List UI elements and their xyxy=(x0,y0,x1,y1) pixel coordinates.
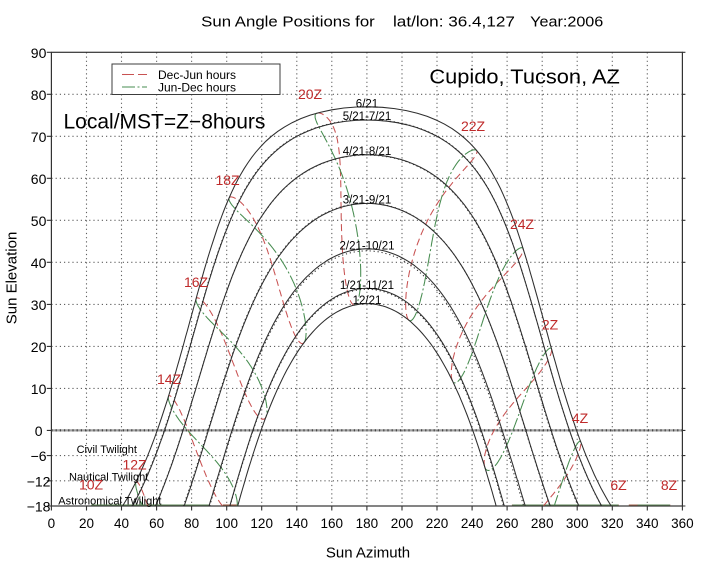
svg-text:14Z: 14Z xyxy=(157,371,182,387)
svg-text:140: 140 xyxy=(286,516,309,531)
svg-text:Jun-Dec hours: Jun-Dec hours xyxy=(158,81,236,95)
svg-text:6/21: 6/21 xyxy=(356,98,378,110)
svg-text:70: 70 xyxy=(31,129,47,145)
svg-text:Sun Azimuth: Sun Azimuth xyxy=(326,545,410,562)
svg-text:24Z: 24Z xyxy=(510,216,535,232)
svg-text:120: 120 xyxy=(250,516,273,531)
svg-text:360: 360 xyxy=(671,516,694,531)
svg-text:300: 300 xyxy=(566,516,589,531)
svg-text:4/21-8/21: 4/21-8/21 xyxy=(343,146,392,158)
svg-text:16Z: 16Z xyxy=(184,274,209,290)
svg-text:160: 160 xyxy=(321,516,344,531)
svg-text:220: 220 xyxy=(426,516,449,531)
svg-text:30: 30 xyxy=(31,297,47,313)
svg-text:60: 60 xyxy=(149,516,164,531)
svg-text:0: 0 xyxy=(48,516,56,531)
svg-text:90: 90 xyxy=(31,45,47,61)
svg-text:100: 100 xyxy=(215,516,238,531)
svg-text:240: 240 xyxy=(461,516,484,531)
svg-text:10: 10 xyxy=(31,381,47,397)
svg-text:180: 180 xyxy=(356,516,379,531)
svg-text:Astronomical Twilight: Astronomical Twilight xyxy=(58,496,161,508)
svg-text:80: 80 xyxy=(184,516,199,531)
svg-text:Cupido, Tucson, AZ: Cupido, Tucson, AZ xyxy=(429,67,620,89)
svg-text:−18: −18 xyxy=(27,499,51,515)
svg-text:40: 40 xyxy=(114,516,129,531)
svg-text:2/21-10/21: 2/21-10/21 xyxy=(340,240,395,252)
svg-text:1/21-11/21: 1/21-11/21 xyxy=(340,280,394,292)
svg-text:20Z: 20Z xyxy=(298,86,323,102)
svg-text:−6: −6 xyxy=(31,448,47,464)
svg-text:Dec-Jun hours: Dec-Jun hours xyxy=(158,68,236,82)
svg-text:80: 80 xyxy=(31,87,47,103)
svg-text:12/21: 12/21 xyxy=(353,295,382,307)
svg-text:12Z: 12Z xyxy=(122,457,147,473)
svg-text:40: 40 xyxy=(31,255,47,271)
svg-text:Local/MST=Z−8hours: Local/MST=Z−8hours xyxy=(64,111,266,134)
svg-text:6Z: 6Z xyxy=(610,477,627,493)
svg-text:0: 0 xyxy=(35,423,43,439)
svg-text:Civil Twilight: Civil Twilight xyxy=(77,444,137,456)
svg-text:4Z: 4Z xyxy=(572,410,589,426)
svg-text:18Z: 18Z xyxy=(215,172,240,188)
svg-text:340: 340 xyxy=(636,516,659,531)
svg-text:3/21-9/21: 3/21-9/21 xyxy=(343,195,392,207)
svg-text:320: 320 xyxy=(601,516,624,531)
svg-text:20: 20 xyxy=(79,516,94,531)
svg-text:2Z: 2Z xyxy=(542,317,559,333)
svg-text:22Z: 22Z xyxy=(461,118,486,134)
svg-text:10Z: 10Z xyxy=(79,476,104,492)
svg-text:60: 60 xyxy=(31,171,47,187)
svg-text:260: 260 xyxy=(496,516,519,531)
svg-text:280: 280 xyxy=(531,516,554,531)
svg-text:5/21-7/21: 5/21-7/21 xyxy=(343,111,392,123)
svg-text:Nautical Twilight: Nautical Twilight xyxy=(69,471,148,483)
svg-text:20: 20 xyxy=(31,339,47,355)
svg-text:8Z: 8Z xyxy=(661,477,678,493)
svg-text:Sun Elevation: Sun Elevation xyxy=(4,232,21,325)
svg-text:50: 50 xyxy=(31,213,47,229)
svg-text:−12: −12 xyxy=(27,473,51,489)
svg-text:200: 200 xyxy=(391,516,414,531)
